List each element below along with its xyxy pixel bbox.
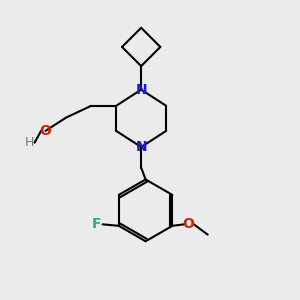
Text: N: N bbox=[135, 140, 147, 154]
Text: O: O bbox=[183, 217, 194, 231]
Text: F: F bbox=[92, 217, 101, 231]
Text: N: N bbox=[135, 82, 147, 97]
Text: H: H bbox=[25, 136, 34, 149]
Text: O: O bbox=[40, 124, 51, 138]
